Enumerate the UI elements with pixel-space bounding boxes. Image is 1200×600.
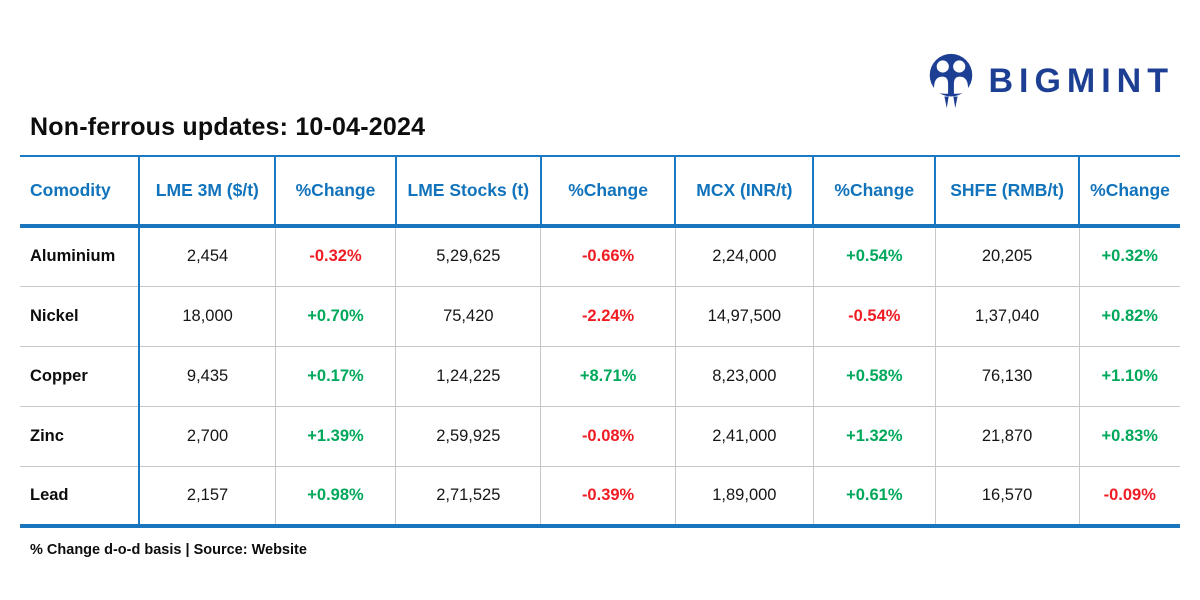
page-title: Non-ferrous updates: 10-04-2024 (30, 113, 426, 141)
change-cell: +0.61% (813, 466, 936, 528)
change-cell: +0.54% (813, 226, 936, 287)
commodity-cell: Zinc (20, 406, 141, 467)
change-cell: +1.32% (813, 406, 936, 467)
value-cell: 14,97,500 (675, 286, 814, 347)
logo-text: BIGMINT (988, 62, 1174, 100)
column-header-change-3: %Change (813, 155, 937, 228)
value-cell: 2,454 (139, 226, 276, 287)
value-cell: 18,000 (139, 286, 276, 347)
column-header-shfe: SHFE (RMB/t) (935, 155, 1081, 228)
table-row: Copper 9,435 +0.17% 1,24,225 +8.71% 8,23,000 +… (20, 346, 1180, 407)
value-cell: 8,23,000 (675, 346, 814, 407)
value-cell: 1,89,000 (675, 466, 814, 528)
change-cell: -0.08% (540, 406, 676, 467)
table-row: Aluminium 2,454 -0.32% 5,29,625 -0.66% 2,24,0… (20, 226, 1180, 287)
header-row: Comodity LME 3M ($/t) %Change LME Stocks… (20, 155, 1180, 228)
value-cell: 20,205 (935, 226, 1080, 287)
table-header: Comodity LME 3M ($/t) %Change LME Stocks… (20, 155, 1180, 228)
value-cell: 2,24,000 (675, 226, 814, 287)
commodity-cell: Copper (20, 346, 141, 407)
column-header-lme-stocks: LME Stocks (t) (395, 155, 542, 228)
table-body: Aluminium 2,454 -0.32% 5,29,625 -0.66% 2,24,0… (20, 226, 1180, 528)
value-cell: 2,71,525 (395, 466, 542, 528)
change-cell: +0.83% (1079, 406, 1180, 467)
change-cell: -0.09% (1079, 466, 1180, 528)
change-cell: +0.17% (275, 346, 397, 407)
commodity-cell: Aluminium (20, 226, 141, 287)
change-cell: -2.24% (540, 286, 676, 347)
column-header-change-1: %Change (275, 155, 397, 228)
change-cell: +8.71% (540, 346, 676, 407)
value-cell: 16,570 (935, 466, 1080, 528)
change-cell: +1.39% (275, 406, 397, 467)
value-cell: 1,37,040 (935, 286, 1080, 347)
commodity-cell: Nickel (20, 286, 141, 347)
change-cell: +0.70% (275, 286, 397, 347)
value-cell: 1,24,225 (395, 346, 542, 407)
column-header-commodity: Comodity (20, 155, 141, 228)
value-cell: 21,870 (935, 406, 1080, 467)
value-cell: 2,700 (139, 406, 276, 467)
change-cell: +0.98% (275, 466, 397, 528)
change-cell: -0.54% (813, 286, 936, 347)
value-cell: 2,59,925 (395, 406, 542, 467)
change-cell: +1.10% (1079, 346, 1180, 407)
table-row: Zinc 2,700 +1.39% 2,59,925 -0.08% 2,41,000 +1.… (20, 406, 1180, 467)
value-cell: 2,41,000 (675, 406, 814, 467)
change-cell: +0.58% (813, 346, 936, 407)
change-cell: -0.32% (275, 226, 397, 287)
bigmint-logo: BIGMINT (926, 52, 1174, 110)
column-header-change-4: %Change (1079, 155, 1180, 228)
table-row: Nickel 18,000 +0.70% 75,420 -2.24% 14,97,500-… (20, 286, 1180, 347)
change-cell: +0.32% (1079, 226, 1180, 287)
change-cell: -0.66% (540, 226, 676, 287)
table-row: Lead 2,157 +0.98% 2,71,525 -0.39% 1,89,000 +0.… (20, 466, 1180, 528)
commodity-cell: Lead (20, 466, 141, 528)
table-container: Comodity LME 3M ($/t) %Change LME Stocks… (20, 155, 1180, 528)
commodity-price-table: Comodity LME 3M ($/t) %Change LME Stocks… (20, 155, 1180, 528)
change-cell: +0.82% (1079, 286, 1180, 347)
value-cell: 5,29,625 (395, 226, 542, 287)
bigmint-people-icon (930, 53, 973, 109)
value-cell: 9,435 (139, 346, 276, 407)
change-cell: -0.39% (540, 466, 676, 528)
value-cell: 76,130 (935, 346, 1080, 407)
column-header-mcx: MCX (INR/t) (675, 155, 815, 228)
column-header-change-2: %Change (540, 155, 677, 228)
footer-note: % Change d-o-d basis | Source: Website (30, 542, 307, 558)
value-cell: 75,420 (395, 286, 542, 347)
value-cell: 2,157 (139, 466, 276, 528)
column-header-lme-3m: LME 3M ($/t) (139, 155, 277, 228)
